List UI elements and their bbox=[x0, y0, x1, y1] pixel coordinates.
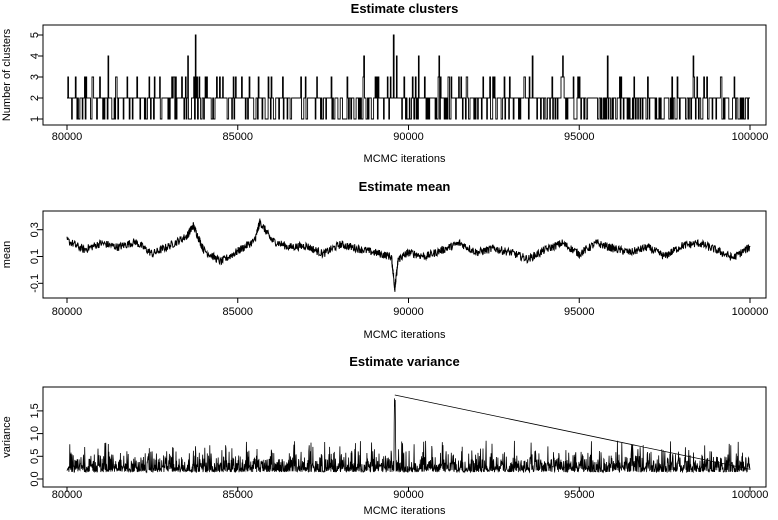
y-axis-label-3: variance bbox=[1, 416, 13, 458]
series-mean-trace bbox=[66, 218, 751, 292]
x-axis-label-2: MCMC iterations bbox=[364, 329, 446, 341]
x-tick-label: 95000 bbox=[564, 489, 595, 501]
y-tick-label: 5 bbox=[29, 32, 41, 38]
x-tick-label: 85000 bbox=[222, 489, 253, 501]
y-tick-label: 1 bbox=[29, 116, 41, 122]
series-clusters-trace bbox=[67, 34, 750, 120]
x-tick-label: 85000 bbox=[222, 306, 253, 318]
x-tick-label: 95000 bbox=[564, 306, 595, 318]
x-tick-label: 100000 bbox=[732, 489, 769, 501]
plot-frame-2 bbox=[42, 210, 767, 299]
x-axis-label-3: MCMC iterations bbox=[364, 505, 446, 517]
x-tick-label: 80000 bbox=[52, 131, 83, 143]
y-tick-label: 3 bbox=[29, 74, 41, 80]
x-tick-label: 80000 bbox=[52, 306, 83, 318]
chart-title-1: Estimate clusters bbox=[351, 1, 459, 16]
y-axis-label-1: Number of clusters bbox=[1, 28, 13, 121]
y-tick-label: -0.1 bbox=[29, 274, 41, 293]
x-tick-label: 90000 bbox=[393, 306, 424, 318]
y-tick-label: 0.3 bbox=[29, 222, 41, 237]
y-tick-label: 2 bbox=[29, 95, 41, 101]
y-tick-label: 1.5 bbox=[29, 403, 41, 418]
y-tick-label: 1.0 bbox=[29, 426, 41, 441]
x-tick-label: 85000 bbox=[222, 131, 253, 143]
x-tick-label: 80000 bbox=[52, 489, 83, 501]
x-tick-label: 100000 bbox=[732, 131, 769, 143]
series-variance-trace bbox=[66, 394, 751, 474]
y-tick-label: 4 bbox=[29, 53, 41, 59]
x-tick-label: 90000 bbox=[393, 131, 424, 143]
y-tick-label: 0.5 bbox=[29, 449, 41, 464]
y-axis-label-2: mean bbox=[1, 241, 13, 269]
x-axis-label-1: MCMC iterations bbox=[364, 153, 446, 165]
x-tick-label: 95000 bbox=[564, 131, 595, 143]
plot-frame-1 bbox=[42, 24, 767, 126]
x-tick-label: 90000 bbox=[393, 489, 424, 501]
chart-title-2: Estimate mean bbox=[359, 179, 451, 194]
y-tick-label: 0.0 bbox=[29, 471, 41, 486]
plot-frame-3 bbox=[42, 386, 767, 488]
chart-title-3: Estimate variance bbox=[349, 354, 460, 369]
y-tick-label: 0.1 bbox=[29, 249, 41, 264]
x-tick-label: 100000 bbox=[732, 306, 769, 318]
